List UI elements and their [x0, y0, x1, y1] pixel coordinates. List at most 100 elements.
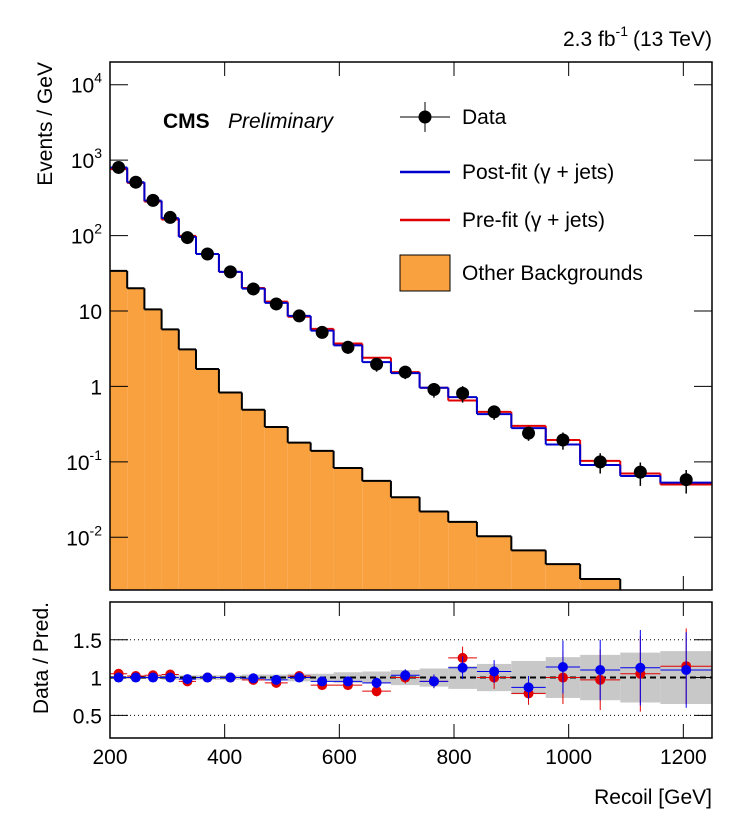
plot-frame — [109, 61, 713, 591]
y-tick-label: 1.5 — [73, 630, 102, 653]
bar — [178, 349, 196, 590]
data-point — [456, 386, 470, 400]
y-tick-label: 0.5 — [73, 705, 102, 728]
y-tick-base: 10 — [66, 527, 89, 550]
bar — [476, 536, 512, 590]
legend-label: Other Backgrounds — [462, 262, 643, 285]
ratio-y-axis-title: Data / Pred. — [30, 602, 53, 714]
ratio-point — [635, 662, 646, 673]
ratio-point — [317, 676, 328, 687]
ratio-point — [113, 672, 124, 683]
data-point — [246, 282, 260, 296]
bar — [419, 511, 449, 590]
data-point — [679, 473, 693, 487]
legend-label: Post-fit (γ + jets) — [462, 161, 614, 184]
ratio-point — [248, 673, 259, 684]
y-tick-exponent: 3 — [94, 145, 102, 161]
data-point — [163, 210, 177, 224]
data-point — [146, 193, 160, 207]
legend-marker — [399, 254, 451, 292]
x-tick-label: 1000 — [545, 746, 592, 769]
y-tick-exponent: 2 — [94, 221, 102, 237]
x-tick-label: 200 — [92, 746, 127, 769]
x-axis-title: Recoil [GeV] — [594, 786, 712, 809]
y-tick-label: 10-2 — [66, 522, 102, 550]
data-point — [633, 465, 647, 479]
data-point — [292, 309, 306, 323]
ratio-point — [342, 676, 353, 687]
data-point — [398, 365, 412, 379]
y-axis-title: Events / GeV — [34, 62, 57, 186]
bar — [390, 497, 420, 590]
y-tick-exponent: -1 — [90, 447, 103, 463]
y-tick-label: 1 — [90, 376, 102, 399]
data-point — [341, 340, 355, 354]
y-tick-base: 10 — [71, 226, 94, 249]
data-point — [129, 175, 143, 189]
bar — [110, 270, 128, 590]
legend-label: Data — [462, 106, 507, 129]
y-tick-base: 10 — [66, 452, 89, 475]
y-tick-base: 10 — [71, 75, 94, 98]
bar — [161, 329, 179, 590]
y-tick-label: 102 — [71, 221, 102, 249]
bar — [144, 309, 162, 590]
ratio-point — [130, 672, 141, 683]
ratio-point — [457, 662, 468, 673]
bar — [333, 467, 363, 590]
lumi-label: 2.3 fb-1 (13 TeV) — [563, 23, 712, 51]
ratio-point — [681, 665, 692, 675]
ratio-point — [165, 672, 176, 683]
data-point — [556, 433, 570, 447]
ratio-point — [202, 672, 213, 683]
y-tick-label: 104 — [71, 70, 102, 98]
data-point — [200, 247, 214, 261]
plot-frame — [109, 601, 713, 739]
y-tick-exponent: 4 — [94, 70, 102, 86]
data-point — [315, 325, 329, 339]
y-tick-base: 10 — [71, 150, 94, 173]
x-tick-label: 400 — [207, 746, 242, 769]
x-tick-label: 600 — [322, 746, 357, 769]
data-point — [487, 405, 501, 419]
data-point — [223, 265, 237, 279]
bar — [545, 564, 581, 590]
ratio-point — [595, 665, 606, 675]
data-point — [522, 426, 536, 440]
ratio-point — [489, 666, 500, 677]
bar — [287, 442, 311, 590]
y-tick-label: 10 — [79, 301, 102, 324]
y-tick-label: 10-1 — [66, 447, 102, 475]
lumi: 2.3 fb — [563, 28, 616, 51]
bar — [580, 578, 621, 590]
bar — [362, 480, 391, 590]
bar — [310, 450, 334, 590]
legend-label: Pre-fit (γ + jets) — [462, 209, 605, 232]
y-tick-label: 1 — [90, 668, 102, 691]
energy: (13 TeV) — [633, 28, 712, 51]
bar — [127, 288, 145, 590]
data-point — [269, 297, 283, 311]
bar — [511, 550, 546, 590]
ratio-point — [225, 672, 236, 683]
data-point — [112, 160, 126, 174]
data-point — [370, 357, 384, 371]
data-point — [593, 455, 607, 469]
data-point — [180, 231, 194, 245]
status: Preliminary — [228, 110, 335, 133]
x-tick-label: 800 — [436, 746, 471, 769]
bar — [218, 392, 242, 590]
ratio-point — [371, 677, 382, 688]
data-point — [427, 383, 441, 397]
y-tick-label: 103 — [71, 145, 102, 173]
bar — [196, 369, 219, 590]
legend-marker — [418, 110, 432, 124]
y-tick-exponent: -2 — [90, 522, 103, 538]
bar — [264, 426, 288, 590]
bar — [241, 409, 265, 590]
ratio-point — [523, 682, 534, 693]
ratio-point — [428, 676, 439, 687]
ratio-point — [148, 672, 158, 683]
ratio-point — [182, 674, 193, 685]
